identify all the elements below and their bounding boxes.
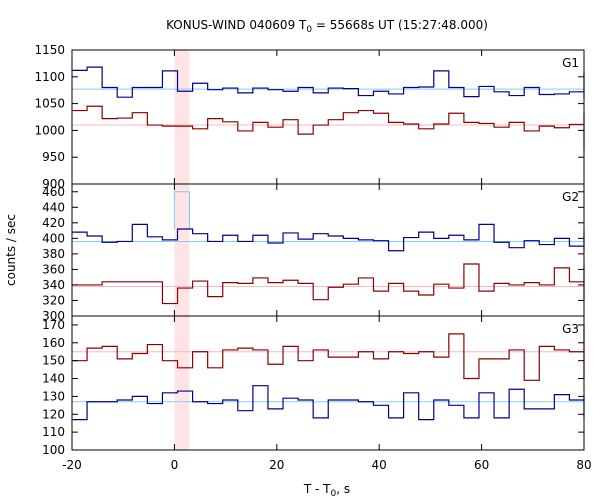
highlight-band-g3 <box>174 316 190 450</box>
highlight-band-g1 <box>174 50 190 184</box>
y-tick-label-g2: 420 <box>42 216 65 230</box>
y-tick-label-g2: 460 <box>42 185 65 199</box>
panel-label-g3: G3 <box>562 322 579 336</box>
x-tick-label: 60 <box>474 458 489 472</box>
spike-g2 <box>173 191 190 230</box>
x-tick-label: 20 <box>269 458 284 472</box>
x-tick-label: -20 <box>62 458 82 472</box>
series-layer <box>72 66 585 421</box>
series-g3-upper <box>72 385 585 421</box>
y-tick-label-g3: 110 <box>42 425 65 439</box>
y-tick-label-g3: 140 <box>42 372 65 386</box>
y-tick-label-g1: 1050 <box>34 97 65 111</box>
x-axis-label: T - T0, s <box>303 482 350 499</box>
x-tick-label: 80 <box>576 458 591 472</box>
frame-layer <box>71 49 585 451</box>
y-tick-label-g3: 100 <box>42 443 65 457</box>
panel-label-g2: G2 <box>562 190 579 204</box>
y-tick-label-g2: 380 <box>42 247 65 261</box>
chart-title: KONUS-WIND 040609 T0 = 55668s UT (15:27:… <box>166 18 488 35</box>
series-g2-upper <box>72 223 585 252</box>
y-tick-label-g1: 1150 <box>34 43 65 57</box>
panel-label-g1: G1 <box>562 56 579 70</box>
highlight-band-g2 <box>174 184 190 316</box>
x-tick-label: 0 <box>171 458 179 472</box>
x-tick-label: 40 <box>372 458 387 472</box>
y-tick-label-g1: 900 <box>42 177 65 191</box>
panel-frame-g3 <box>71 315 585 451</box>
series-g3-lower <box>72 324 585 381</box>
y-tick-label-g2: 360 <box>42 262 65 276</box>
y-tick-label-g3: 150 <box>42 354 65 368</box>
y-tick-label-g3: 120 <box>42 407 65 421</box>
y-tick-label-g1: 1100 <box>34 70 65 84</box>
text-layer: KONUS-WIND 040609 T0 = 55668s UT (15:27:… <box>4 18 592 499</box>
series-g1-lower <box>72 105 585 151</box>
y-tick-label-g3: 170 <box>42 318 65 332</box>
y-tick-label-g1: 950 <box>42 150 65 164</box>
series-g1-upper <box>72 66 585 99</box>
y-tick-label-g2: 440 <box>42 200 65 214</box>
y-tick-label-g3: 160 <box>42 336 65 350</box>
y-tick-label-g2: 340 <box>42 278 65 292</box>
y-tick-label-g2: 300 <box>42 309 65 323</box>
series-g2-lower <box>72 263 585 305</box>
y-axis-label: counts / sec <box>4 214 18 286</box>
y-tick-label-g2: 320 <box>42 293 65 307</box>
background-layer <box>174 50 190 450</box>
y-tick-label-g1: 1000 <box>34 123 65 137</box>
y-tick-label-g2: 400 <box>42 231 65 245</box>
y-tick-label-g3: 130 <box>42 389 65 403</box>
panel-frame-g1 <box>71 49 585 185</box>
